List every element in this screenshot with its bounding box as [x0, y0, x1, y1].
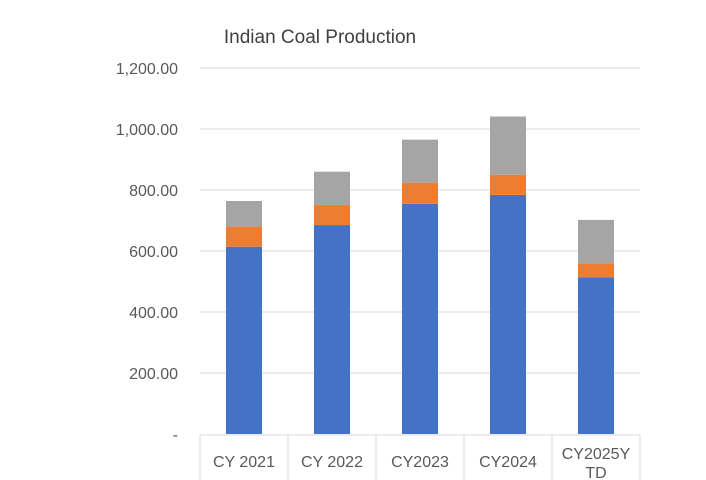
y-tick-label: 600.00 [129, 244, 178, 261]
x-tick-label: CY 2022 [301, 454, 363, 471]
bar-segment-4-2 [578, 219, 614, 264]
y-tick-label: 1,000.00 [116, 122, 178, 139]
x-tick-label: CY2023 [391, 454, 449, 471]
chart-title: Indian Coal Production [224, 27, 416, 48]
bar-segment-3-1 [490, 174, 526, 195]
y-tick-label: 200.00 [129, 366, 178, 383]
bar-segment-4-0 [578, 277, 614, 434]
bar-segment-1-2 [314, 171, 350, 205]
y-tick-label: 1,200.00 [116, 61, 178, 78]
y-tick-label: 800.00 [129, 183, 178, 200]
bar-segment-0-0 [226, 246, 262, 434]
y-tick-label: 400.00 [129, 305, 178, 322]
bar-segment-2-2 [402, 139, 438, 183]
bar-segment-1-1 [314, 204, 350, 226]
bar-segment-0-1 [226, 226, 262, 247]
bar-segment-3-2 [490, 116, 526, 175]
x-tick-label: CY2025Y [562, 446, 631, 463]
x-tick-label: TD [585, 465, 606, 480]
bar-segment-4-1 [578, 263, 614, 278]
x-tick-label: CY2024 [479, 454, 537, 471]
bar-segment-0-2 [226, 200, 262, 227]
bar-segment-1-0 [314, 225, 350, 434]
bar-segment-2-1 [402, 182, 438, 204]
bar-segment-3-0 [490, 194, 526, 434]
y-tick-label: - [173, 427, 178, 444]
x-tick-label: CY 2021 [213, 454, 275, 471]
bar-segment-2-0 [402, 203, 438, 434]
